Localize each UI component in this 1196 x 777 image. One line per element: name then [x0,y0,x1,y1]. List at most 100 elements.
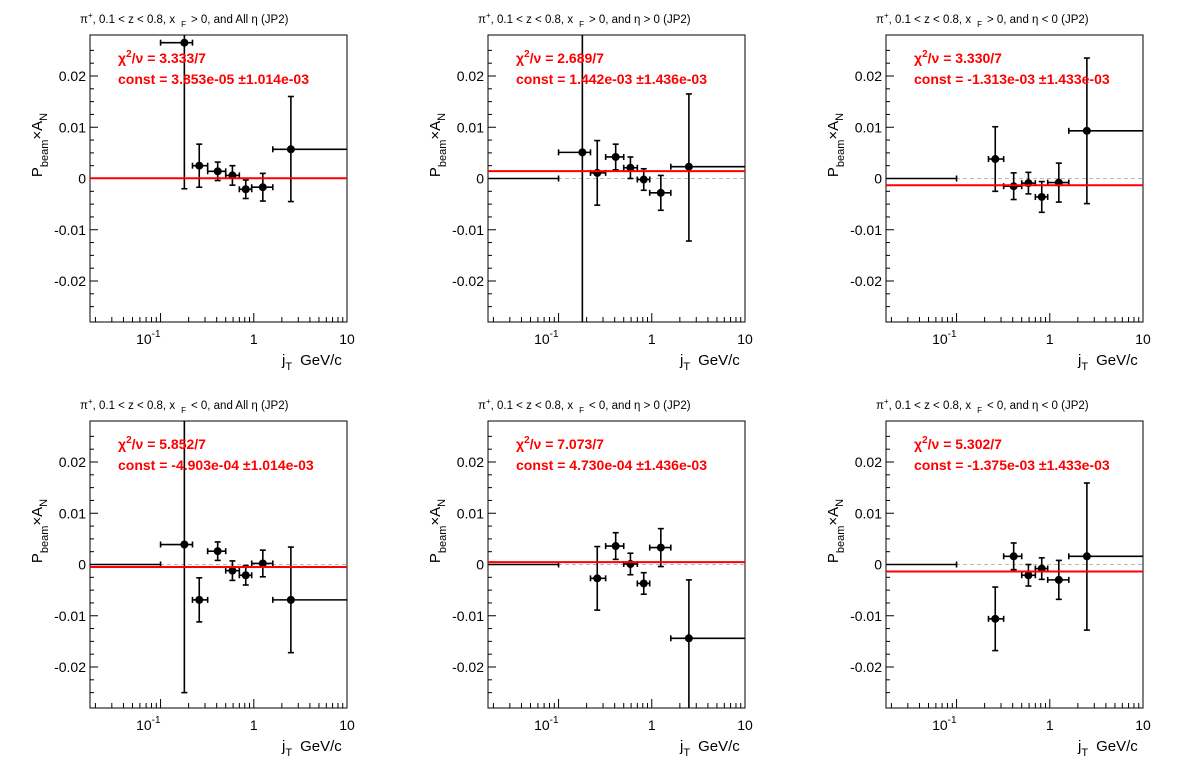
data-point [1034,557,1049,581]
y-tick-label: 0 [874,557,882,573]
data-point [1002,542,1023,571]
data-point [206,541,227,562]
point-marker [611,542,620,551]
point-marker [611,152,620,161]
x-tick-label: 1 [250,717,258,733]
x-axis-label: jT GeV/c [1077,738,1138,759]
data-point [159,421,194,694]
data-point [622,552,639,576]
data-point [238,179,253,200]
point-marker [195,595,204,604]
x-tick-label: 10 [339,331,355,347]
data-point [557,35,592,322]
y-tick-label: -0.02 [452,659,484,675]
data-point [159,35,194,190]
x-axis-label: jT GeV/c [281,738,342,759]
chi2-label: χ2/ν = 5.852/7 [118,435,206,452]
data-point [250,549,274,578]
point-marker [593,168,602,177]
point-marker [656,188,665,197]
const-label: const = -1.313e-03 ±1.433e-03 [914,71,1110,87]
panel-3: π+, 0.1 < z < 0.8, x F > 0, and η < 0 (JP2… [825,11,1151,373]
chi2-label: χ2/ν = 2.689/7 [516,49,604,66]
y-axis-label: Pbeam×AN [29,499,51,563]
data-points [886,482,1143,652]
point-marker [180,38,189,47]
data-point [1020,171,1037,195]
x-axis-label: jT GeV/c [1077,352,1138,373]
x-tick-label: 10-1 [136,329,161,347]
data-points [90,421,347,694]
const-label: const = 4.730e-04 ±1.436e-03 [516,457,707,473]
data-point [886,175,958,182]
panel-title: π+, 0.1 < z < 0.8, x F > 0, and η > 0 (JP2… [478,11,691,29]
point-marker [1037,192,1046,201]
panel-1: π+, 0.1 < z < 0.8, x F > 0, and All η (JP2… [29,11,355,373]
data-point [191,143,209,189]
y-tick-label: 0 [874,171,882,187]
panel-2: π+, 0.1 < z < 0.8, x F > 0, and η > 0 (JP2… [427,11,753,373]
x-tick-label: 10 [737,331,753,347]
point-marker [180,540,189,549]
data-point [636,571,651,596]
panel-title: π+, 0.1 < z < 0.8, x F > 0, and η < 0 (JP2… [876,11,1089,29]
point-marker [656,543,665,552]
const-label: const = 1.442e-03 ±1.436e-03 [516,71,707,87]
y-tick-label: -0.02 [452,273,484,289]
y-tick-label: 0.02 [59,68,86,84]
data-points [488,35,745,322]
y-tick-label: -0.02 [850,659,882,675]
const-label: const = -1.375e-03 ±1.433e-03 [914,457,1110,473]
data-point [488,175,560,182]
point-marker [286,595,295,604]
y-tick-label: 0 [78,557,86,573]
point-marker [639,579,648,588]
point-marker [195,161,204,170]
chi2-label: χ2/ν = 3.333/7 [118,49,206,66]
y-tick-label: 0.01 [855,505,882,521]
point-marker [626,163,635,172]
y-tick-label: 0.02 [855,454,882,470]
x-axis-label: jT GeV/c [679,738,740,759]
data-point [622,156,639,180]
y-tick-label: -0.02 [54,273,86,289]
point-marker [684,162,693,171]
y-tick-label: -0.01 [452,608,484,624]
data-point [886,561,958,568]
panel-title: π+, 0.1 < z < 0.8, x F > 0, and All η (JP2… [80,11,289,29]
data-point [648,174,672,212]
x-axis-label: jT GeV/c [281,352,342,373]
x-tick-label: 10 [1135,717,1151,733]
data-point [272,95,347,203]
data-point [589,545,607,611]
data-point [272,546,347,654]
y-tick-label: -0.02 [54,659,86,675]
x-tick-label: 1 [1046,717,1054,733]
point-marker [258,183,267,192]
x-tick-label: 10 [339,717,355,733]
x-tick-label: 10 [1135,331,1151,347]
y-tick-label: -0.01 [850,608,882,624]
point-marker [228,566,237,575]
data-point [224,164,241,186]
x-tick-label: 1 [648,717,656,733]
y-tick-label: 0.01 [855,119,882,135]
data-points [488,527,745,708]
data-point [987,125,1005,193]
point-marker [593,574,602,583]
y-tick-label: 0.02 [59,454,86,470]
y-tick-label: 0.02 [457,68,484,84]
data-point [987,586,1005,652]
point-marker [241,185,250,194]
panel-6: π+, 0.1 < z < 0.8, x F < 0, and η < 0 (JP2… [825,397,1151,759]
chi2-label: χ2/ν = 7.073/7 [516,435,604,452]
y-axis-label: Pbeam×AN [427,499,449,563]
const-label: const = -4.903e-04 ±1.014e-03 [118,457,314,473]
const-label: const = 3.853e-05 ±1.014e-03 [118,71,309,87]
data-point [648,527,672,568]
y-tick-label: 0.01 [457,505,484,521]
y-tick-label: 0.01 [59,505,86,521]
point-marker [286,145,295,154]
